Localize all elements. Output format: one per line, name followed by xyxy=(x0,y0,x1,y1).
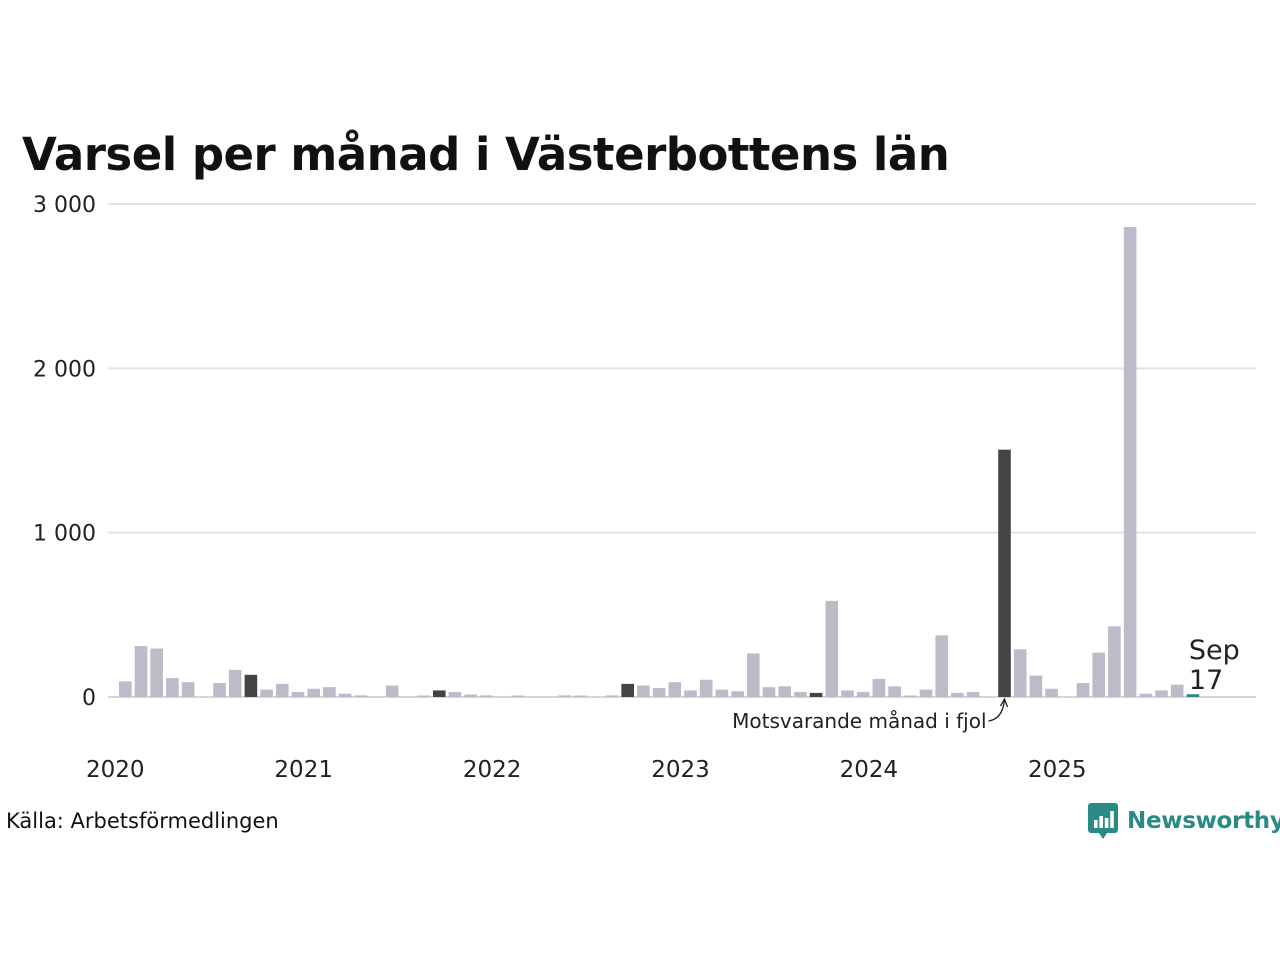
y-tick-label: 2 000 xyxy=(33,357,96,382)
newsworthy-logo-text: Newsworthy xyxy=(1127,808,1280,834)
bar xyxy=(841,690,854,697)
bar xyxy=(668,682,682,697)
bar xyxy=(1139,693,1153,697)
bar xyxy=(354,695,368,697)
bar xyxy=(966,692,980,697)
newsworthy-logo[interactable]: Newsworthy xyxy=(1088,803,1280,839)
bar xyxy=(1123,227,1137,698)
latest-value-label: 17 xyxy=(1189,665,1223,696)
newsworthy-logo-icon xyxy=(1088,803,1118,839)
bar xyxy=(574,695,587,697)
bar xyxy=(762,687,776,697)
bar xyxy=(276,683,289,697)
source-label: Källa: Arbetsförmedlingen xyxy=(6,809,279,833)
bar xyxy=(935,635,948,697)
bar-latest xyxy=(1186,694,1200,697)
x-year-label: 2024 xyxy=(840,757,899,783)
annotation-label: Motsvarande månad i fjol xyxy=(732,709,986,733)
bar xyxy=(747,653,760,697)
y-tick-label: 3 000 xyxy=(33,193,96,218)
bar xyxy=(778,686,791,697)
bar-same-month xyxy=(998,449,1011,697)
bar xyxy=(605,695,619,697)
bar xyxy=(134,646,148,697)
bar xyxy=(385,685,399,697)
bar xyxy=(448,692,462,697)
bar xyxy=(119,681,132,697)
bar xyxy=(1170,684,1184,697)
bar xyxy=(1045,688,1058,697)
x-year-label: 2022 xyxy=(463,757,522,783)
annotation-arrow xyxy=(988,699,1006,722)
bar xyxy=(1013,649,1027,697)
bar xyxy=(323,687,336,697)
bar xyxy=(558,695,572,697)
bar xyxy=(951,692,964,697)
bar xyxy=(338,693,352,697)
bar xyxy=(166,678,179,697)
bar xyxy=(1029,675,1043,697)
bar xyxy=(794,692,807,697)
bar xyxy=(291,692,305,697)
y-tick-label: 0 xyxy=(82,686,96,711)
annotation-arrowhead xyxy=(999,697,1009,708)
x-year-label: 2020 xyxy=(86,757,145,783)
bar xyxy=(181,682,195,697)
bar xyxy=(637,685,650,697)
bar-same-month xyxy=(244,674,258,697)
x-year-label: 2023 xyxy=(651,757,710,783)
bar xyxy=(1076,683,1090,697)
x-year-label: 2021 xyxy=(274,757,333,783)
bar xyxy=(715,689,729,697)
bar xyxy=(150,648,163,697)
bar xyxy=(1155,690,1168,697)
bar xyxy=(511,695,525,697)
bar xyxy=(1108,626,1121,697)
y-tick-label: 1 000 xyxy=(33,522,96,547)
bar xyxy=(904,695,917,697)
bar xyxy=(652,687,666,697)
bar xyxy=(464,694,477,697)
bar-same-month xyxy=(809,692,823,697)
bar xyxy=(872,678,886,697)
chart-title: Varsel per månad i Västerbottens län xyxy=(22,128,950,181)
bar xyxy=(684,690,697,697)
bar xyxy=(213,683,226,697)
bar xyxy=(1092,652,1105,697)
bar xyxy=(856,692,870,697)
bar xyxy=(919,689,933,697)
bar xyxy=(417,695,430,697)
bar xyxy=(825,600,839,697)
bar xyxy=(699,679,713,697)
bar-same-month xyxy=(621,683,634,697)
latest-month-label: Sep xyxy=(1189,635,1240,666)
bar xyxy=(480,695,493,697)
bar xyxy=(888,686,901,697)
x-year-label: 2025 xyxy=(1028,757,1087,783)
bar xyxy=(307,688,320,697)
bar xyxy=(228,669,242,697)
bar xyxy=(731,691,744,697)
bar xyxy=(260,689,273,697)
bar-same-month xyxy=(433,690,446,697)
